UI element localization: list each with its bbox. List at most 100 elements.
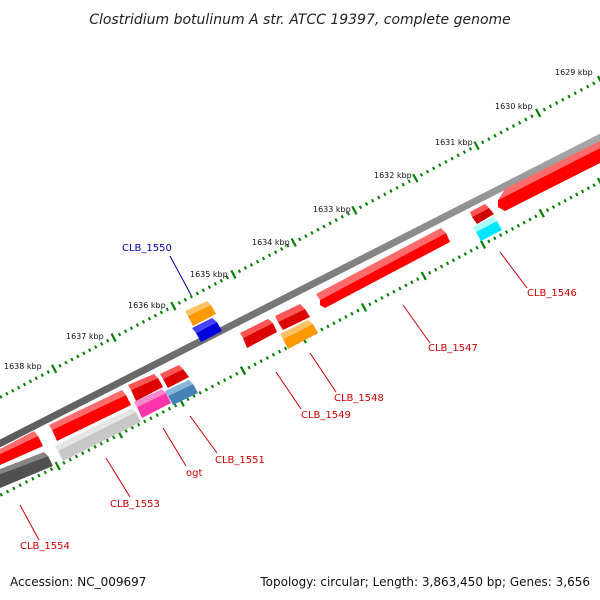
upper-tick: [499, 130, 503, 135]
gene-clb-1549-arrow[interactable]: [240, 319, 277, 348]
label-clb-1546[interactable]: CLB_1546: [527, 288, 577, 299]
upper-tick: [358, 205, 363, 210]
gene-clb-1551-steel[interactable]: [165, 380, 198, 405]
label-clb-1548[interactable]: CLB_1548: [334, 393, 384, 404]
kbp-label-1637: 1637 kbp: [66, 332, 104, 341]
lower-tick: [475, 245, 479, 250]
upper-tick: [34, 376, 38, 381]
label-ogt[interactable]: ogt: [186, 468, 202, 479]
upper-tick: [395, 185, 399, 190]
upper-tick: [267, 253, 272, 258]
upper-tick: [183, 297, 187, 302]
upper-tick: [189, 294, 193, 299]
upper-tick: [230, 269, 237, 279]
gene-clb-1553-red-arrow[interactable]: [49, 390, 131, 441]
lower-tick: [253, 362, 257, 367]
upper-tick: [412, 173, 419, 183]
lower-tick: [198, 390, 202, 395]
gene-red-arrow-ogt[interactable]: [128, 374, 163, 401]
upper-tick: [322, 224, 326, 229]
upper-tick: [249, 262, 254, 267]
accession-text: Accession: NC_009697: [10, 575, 146, 589]
lower-tick: [155, 413, 159, 417]
lower-tick: [451, 258, 456, 263]
label-clb-1554[interactable]: CLB_1554: [20, 541, 70, 552]
lower-tick: [516, 223, 520, 228]
upper-tick: [123, 329, 128, 334]
lower-tick: [112, 435, 116, 440]
upper-tick: [425, 169, 430, 174]
lower-tick: [457, 255, 461, 259]
upper-tick: [100, 342, 104, 346]
kbp-label-1632: 1632 kbp: [374, 171, 412, 180]
upper-tick: [383, 192, 387, 197]
lower-tick: [420, 271, 427, 281]
lower-tick: [239, 366, 247, 376]
label-clb-1549[interactable]: CLB_1549: [301, 410, 351, 421]
kbp-label-1636: 1636 kbp: [128, 301, 166, 310]
upper-tick: [106, 338, 110, 343]
gene-clb-1546-cyan[interactable]: [473, 217, 502, 241]
upper-tick: [280, 247, 284, 251]
upper-tick: [201, 288, 205, 293]
gene-red-arrow-1551[interactable]: [160, 365, 189, 388]
gene-small-red-arrow-1[interactable]: [470, 204, 494, 224]
kbp-label-1638: 1638 kbp: [4, 362, 42, 371]
lower-tick: [428, 270, 432, 275]
lower-tick: [93, 445, 97, 449]
label-clb-1551[interactable]: CLB_1551: [215, 455, 265, 466]
label-clb-1547[interactable]: CLB_1547: [428, 343, 478, 354]
upper-tick: [147, 316, 152, 321]
upper-tick: [22, 382, 27, 387]
gene-clb-1554-gray[interactable]: [0, 452, 53, 488]
map-title: Clostridium botulinum A str. ATCC 19397,…: [89, 12, 511, 28]
gene-clb-1554-red-arrow[interactable]: [0, 431, 43, 465]
lower-tick: [210, 384, 215, 389]
lower-tick: [247, 365, 251, 370]
upper-tick: [592, 81, 596, 86]
upper-tick: [596, 75, 600, 83]
gene-clb-1550-blue[interactable]: [192, 318, 222, 342]
gene-clb-1553-gray[interactable]: [55, 408, 141, 461]
lower-tick: [504, 230, 509, 234]
gene-clb-1550-orange[interactable]: [185, 301, 216, 326]
label-clb-1550[interactable]: CLB_1550: [122, 243, 172, 254]
upper-tick: [195, 291, 199, 296]
lower-tick: [223, 378, 227, 383]
upper-tick: [542, 107, 546, 112]
upper-tick: [243, 266, 248, 270]
upper-tick: [555, 101, 559, 105]
gene-ogt-magenta[interactable]: [134, 389, 171, 418]
upper-tick: [11, 388, 15, 393]
kbp-label-1630: 1630 kbp: [495, 102, 533, 111]
lower-tick: [392, 289, 396, 294]
lower-tick: [557, 202, 561, 206]
upper-tick: [346, 211, 350, 216]
lower-tick: [271, 352, 276, 357]
upper-tick: [298, 237, 302, 242]
lower-tick: [136, 422, 141, 427]
lower-tick: [283, 346, 288, 351]
lower-tick: [0, 492, 3, 497]
lower-tick: [320, 327, 324, 332]
gene-clb-1548-red-arrow[interactable]: [275, 304, 310, 330]
lower-tick: [12, 486, 16, 491]
upper-tick: [511, 124, 516, 128]
upper-tick: [165, 307, 169, 312]
lower-tick: [31, 476, 35, 481]
upper-tick: [141, 320, 146, 324]
upper-tick: [153, 313, 157, 318]
upper-tick: [40, 373, 44, 377]
lower-tick: [74, 454, 79, 459]
label-clb-1553[interactable]: CLB_1553: [110, 499, 160, 510]
lower-tick: [99, 441, 103, 446]
upper-tick: [481, 140, 485, 145]
gene-clb-1548-orange[interactable]: [280, 320, 318, 349]
gene-clb-1547-arrow[interactable]: [316, 228, 450, 308]
upper-tick: [524, 117, 528, 122]
gene-clb-1546-arrow[interactable]: [498, 141, 600, 211]
upper-tick: [328, 221, 332, 226]
lower-tick: [434, 267, 438, 272]
upper-tick: [76, 354, 80, 359]
